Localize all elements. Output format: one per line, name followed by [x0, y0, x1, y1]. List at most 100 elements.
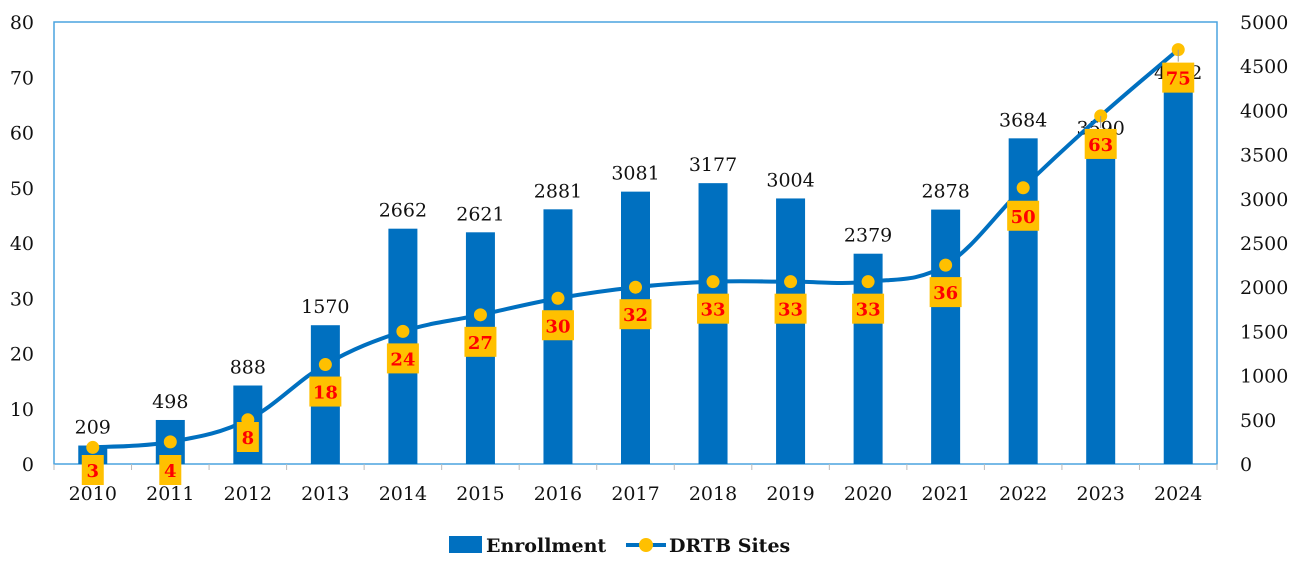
enrollment-value-label: 3177: [689, 154, 737, 176]
drtb-sites-marker: [784, 275, 798, 289]
right-tick-label: 1500: [1240, 321, 1288, 343]
legend-enrollment-label: Enrollment: [486, 535, 606, 557]
drtb-site-labels: 3 4 8 18 24 27 30 32 33 33 33 36 50 63 75: [81, 49, 1195, 485]
left-tick-label: 60: [10, 123, 34, 145]
x-tick-label: 2021: [921, 483, 969, 505]
right-tick-label: 1000: [1240, 366, 1288, 388]
site-value-label: 18: [313, 383, 338, 404]
enrollment-bar: [1163, 90, 1193, 464]
right-tick-label: 4000: [1240, 100, 1288, 122]
drtb-sites-marker: [551, 291, 565, 305]
drtb-sites-marker: [939, 258, 953, 272]
enrollment-bar: [776, 198, 806, 464]
site-value-label: 36: [933, 283, 958, 304]
site-label-box: [81, 455, 104, 485]
site-label-box: [159, 455, 182, 485]
enrollment-value-label: 2662: [379, 200, 427, 222]
site-value-label: 24: [390, 349, 415, 370]
site-label-box: [852, 293, 885, 324]
site-label-box: [619, 299, 652, 330]
enrollment-value-label: 3004: [766, 169, 814, 191]
site-value-label: 4: [164, 461, 177, 482]
enrollment-value-label: 3684: [999, 109, 1047, 131]
left-axis-ticks: 0 10 20 30 40 50 60 70 80: [10, 12, 34, 476]
site-value-label: 32: [623, 305, 648, 326]
site-value-label: 30: [545, 316, 570, 337]
site-label-box: [236, 422, 259, 452]
drtb-sites-marker: [629, 280, 642, 294]
drtb-sites-marker: [318, 358, 332, 372]
site-value-label: 75: [1166, 69, 1191, 90]
enrollment-value-label: 2881: [534, 180, 582, 202]
right-tick-label: 4500: [1240, 56, 1288, 78]
x-axis-ticks: 2010 2011 2012 2013 2014 2015 2016 2017 2018 2019…: [53, 464, 1218, 505]
drtb-line-layer: [86, 43, 1185, 454]
x-tick-label: 2012: [224, 483, 272, 505]
site-value-label: 3: [87, 461, 100, 482]
x-tick-label: 2015: [456, 483, 504, 505]
enrollment-value-label: 498: [152, 391, 188, 413]
site-label-box: [774, 293, 807, 324]
right-tick-label: 5000: [1240, 12, 1288, 34]
legend-enrollment-swatch: [449, 536, 482, 553]
enrollment-bar: [931, 209, 961, 464]
x-tick-label: 2024: [1154, 483, 1202, 505]
left-tick-label: 0: [22, 454, 34, 476]
x-tick-label: 2011: [146, 483, 194, 505]
site-value-label: 33: [701, 300, 726, 321]
right-tick-label: 0: [1240, 454, 1252, 476]
left-tick-label: 10: [10, 399, 34, 421]
enrollment-bars: [78, 90, 1193, 465]
left-tick-label: 80: [10, 12, 34, 34]
left-tick-label: 30: [10, 288, 34, 310]
right-tick-label: 2500: [1240, 233, 1288, 255]
left-tick-label: 70: [10, 67, 34, 89]
site-value-label: 8: [242, 428, 255, 449]
enrollment-value-label: 888: [230, 357, 266, 379]
site-label-box: [386, 343, 419, 374]
x-tick-label: 2017: [611, 483, 659, 505]
site-value-label: 63: [1088, 135, 1113, 156]
site-label-box: [464, 326, 497, 357]
x-tick-label: 2010: [69, 483, 117, 505]
site-label-box: [1084, 128, 1117, 159]
enrollment-value-label: 3081: [611, 163, 659, 185]
legend-drtb-label: DRTB Sites: [669, 535, 790, 557]
site-value-label: 33: [856, 300, 881, 321]
right-tick-label: 3000: [1240, 189, 1288, 211]
drtb-sites-marker: [163, 435, 177, 449]
drtb-sites-marker: [1016, 181, 1030, 195]
enrollment-value-label: 1570: [301, 296, 349, 318]
enrollment-value-label: 2379: [844, 225, 892, 247]
site-value-label: 33: [778, 300, 803, 321]
enrollment-bar: [1086, 146, 1116, 465]
right-axis-ticks: 0 500 1000 1500 2000 2500 3000 3500 4000 4500 5000: [1240, 12, 1288, 476]
drtb-sites-marker: [861, 275, 875, 289]
site-label-box: [929, 277, 962, 308]
right-tick-label: 2000: [1240, 277, 1288, 299]
drtb-sites-marker: [706, 275, 720, 289]
x-tick-label: 2013: [301, 483, 349, 505]
site-value-label: 27: [468, 333, 493, 354]
site-label-box: [697, 293, 730, 324]
site-label-box: [1162, 62, 1195, 93]
x-tick-label: 2019: [766, 483, 814, 505]
site-label-box: [309, 376, 342, 407]
left-tick-label: 40: [10, 233, 34, 255]
legend-drtb-marker: [639, 538, 653, 552]
site-label-box: [1007, 200, 1040, 231]
x-tick-label: 2020: [844, 483, 892, 505]
enrollment-value-label: 209: [75, 417, 111, 439]
left-tick-label: 50: [10, 178, 34, 200]
right-tick-label: 3500: [1240, 145, 1288, 167]
x-tick-label: 2022: [999, 483, 1047, 505]
enrollment-value-label: 2878: [921, 181, 969, 203]
x-tick-label: 2018: [689, 483, 737, 505]
site-label-box: [541, 310, 574, 341]
drtb-sites-marker: [473, 308, 487, 322]
site-value-label: 50: [1011, 207, 1036, 228]
enrollment-value-label: 2621: [456, 203, 504, 225]
right-tick-label: 500: [1240, 410, 1276, 432]
legend: Enrollment DRTB Sites: [449, 535, 790, 557]
x-tick-label: 2023: [1077, 483, 1125, 505]
